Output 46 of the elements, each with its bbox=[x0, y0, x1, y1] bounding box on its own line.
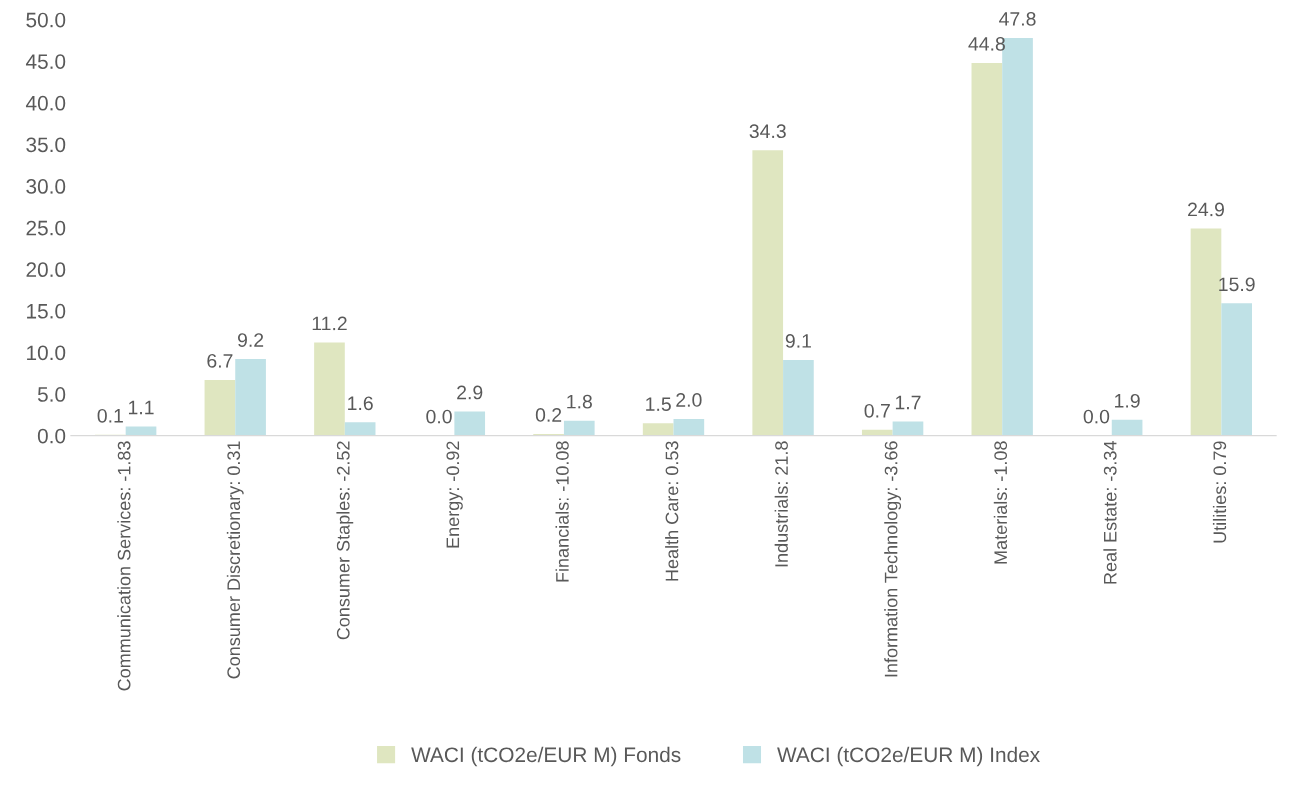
data-label: 0.0 bbox=[426, 409, 452, 424]
data-label: 0.1 bbox=[97, 408, 123, 423]
data-label: 1.6 bbox=[348, 396, 373, 411]
y-tick-label: 25.0 bbox=[26, 220, 66, 236]
data-label: 1.9 bbox=[1115, 393, 1140, 408]
data-label: 1.1 bbox=[128, 400, 154, 415]
x-tick-label: Utilities: 0.79 bbox=[1212, 441, 1227, 543]
x-tick-label: Industrials: 21.8 bbox=[774, 441, 788, 567]
y-tick-label: 5.0 bbox=[37, 387, 66, 402]
y-tick-label: 30.0 bbox=[26, 179, 66, 194]
data-label: 9.1 bbox=[785, 334, 811, 348]
data-label: 11.2 bbox=[312, 316, 347, 331]
legend-label: WACI (tCO2e/EUR M) Fonds bbox=[411, 746, 681, 767]
x-tick-label: Real Estate: -3.34 bbox=[1103, 441, 1117, 584]
x-tick-label: Consumer Discretionary: 0.31 bbox=[226, 441, 244, 679]
y-tick-label: 40.0 bbox=[25, 95, 66, 111]
data-label: 15.9 bbox=[1219, 277, 1255, 292]
data-label: 0.7 bbox=[864, 403, 890, 418]
data-label: 0.2 bbox=[535, 408, 562, 422]
y-tick-label: 20.0 bbox=[26, 262, 66, 278]
data-label: 34.3 bbox=[749, 124, 786, 139]
x-tick-label: Information Technology: -3.66 bbox=[884, 441, 902, 677]
data-label: 2.9 bbox=[457, 385, 483, 400]
data-label: 9.2 bbox=[237, 333, 264, 347]
y-tick-label: 10.0 bbox=[27, 345, 66, 361]
data-label: 47.8 bbox=[999, 11, 1036, 26]
data-label: 1.8 bbox=[567, 394, 592, 409]
x-tick-label: Health Care: 0.53 bbox=[665, 441, 679, 581]
y-tick-label: 50.0 bbox=[26, 12, 66, 28]
data-label: 6.7 bbox=[207, 353, 233, 368]
data-label: 0.0 bbox=[1083, 409, 1110, 424]
data-label: 2.0 bbox=[676, 393, 702, 407]
data-label: 1.5 bbox=[646, 397, 671, 412]
y-tick-label: 35.0 bbox=[26, 137, 66, 153]
x-tick-label: Communication Services: -1.83 bbox=[117, 441, 131, 691]
x-tick-label: Materials: -1.08 bbox=[993, 441, 1008, 564]
x-tick-label: Consumer Staples: -2.52 bbox=[336, 441, 354, 640]
data-label: 1.7 bbox=[895, 395, 921, 410]
y-tick-label: 0.0 bbox=[37, 428, 66, 444]
y-tick-label: 15.0 bbox=[27, 303, 66, 319]
x-tick-label: Financials: -10.08 bbox=[555, 441, 569, 582]
legend-label: WACI (tCO2e/EUR M) Index bbox=[777, 746, 1040, 767]
data-label: 24.9 bbox=[1188, 202, 1224, 217]
data-label: 44.8 bbox=[968, 36, 1005, 51]
y-tick-label: 45.0 bbox=[25, 54, 66, 69]
x-tick-label: Energy: -0.92 bbox=[446, 441, 463, 548]
